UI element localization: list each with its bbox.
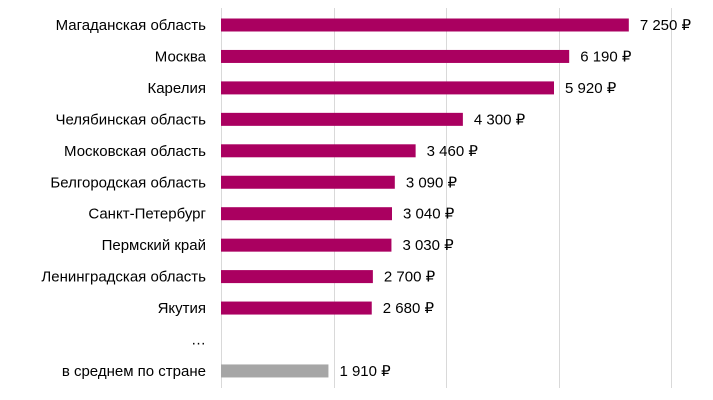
bar — [221, 49, 570, 63]
value-label: 3 460 ₽ — [427, 143, 479, 160]
bars — [221, 18, 629, 378]
category-label: Карелия — [147, 80, 206, 97]
category-label: Санкт-Петербург — [88, 206, 206, 223]
category-labels: Магаданская область Москва Карелия Челябинс… — [41, 17, 206, 380]
category-label: Челябинская область — [55, 111, 206, 128]
value-label: 2 680 ₽ — [383, 300, 435, 317]
category-label: Москва — [155, 48, 207, 65]
category-label: Якутия — [158, 300, 206, 317]
bar — [221, 301, 372, 315]
value-label: 3 040 ₽ — [403, 206, 455, 223]
value-label: 3 030 ₽ — [402, 237, 454, 254]
value-labels: 7 250 ₽ 6 190 ₽ 5 920 ₽ 4 300 ₽ 3 460 ₽ 3 090… — [339, 17, 691, 380]
gridlines — [221, 8, 672, 388]
category-label: Ленинградская область — [41, 269, 206, 286]
value-label: 7 250 ₽ — [640, 17, 692, 34]
bar — [221, 144, 416, 158]
value-label: 4 300 ₽ — [474, 111, 526, 128]
category-label: … — [191, 332, 206, 349]
value-label: 1 910 ₽ — [339, 363, 391, 380]
category-label: в среднем по стране — [62, 363, 206, 380]
bar — [221, 81, 554, 95]
bar — [221, 207, 392, 221]
bar — [221, 270, 373, 284]
category-label: Московская область — [64, 143, 206, 160]
bar — [221, 112, 463, 126]
bar — [221, 238, 392, 252]
value-label: 5 920 ₽ — [565, 80, 617, 97]
value-label: 3 090 ₽ — [406, 174, 458, 191]
average-bar — [221, 364, 329, 378]
value-label: 6 190 ₽ — [580, 48, 632, 65]
bar — [221, 18, 629, 32]
category-label: Белгородская область — [50, 174, 206, 191]
value-label: 2 700 ₽ — [384, 269, 436, 286]
category-label: Пермский край — [102, 237, 206, 254]
bar — [221, 175, 395, 189]
category-label: Магаданская область — [56, 17, 207, 34]
